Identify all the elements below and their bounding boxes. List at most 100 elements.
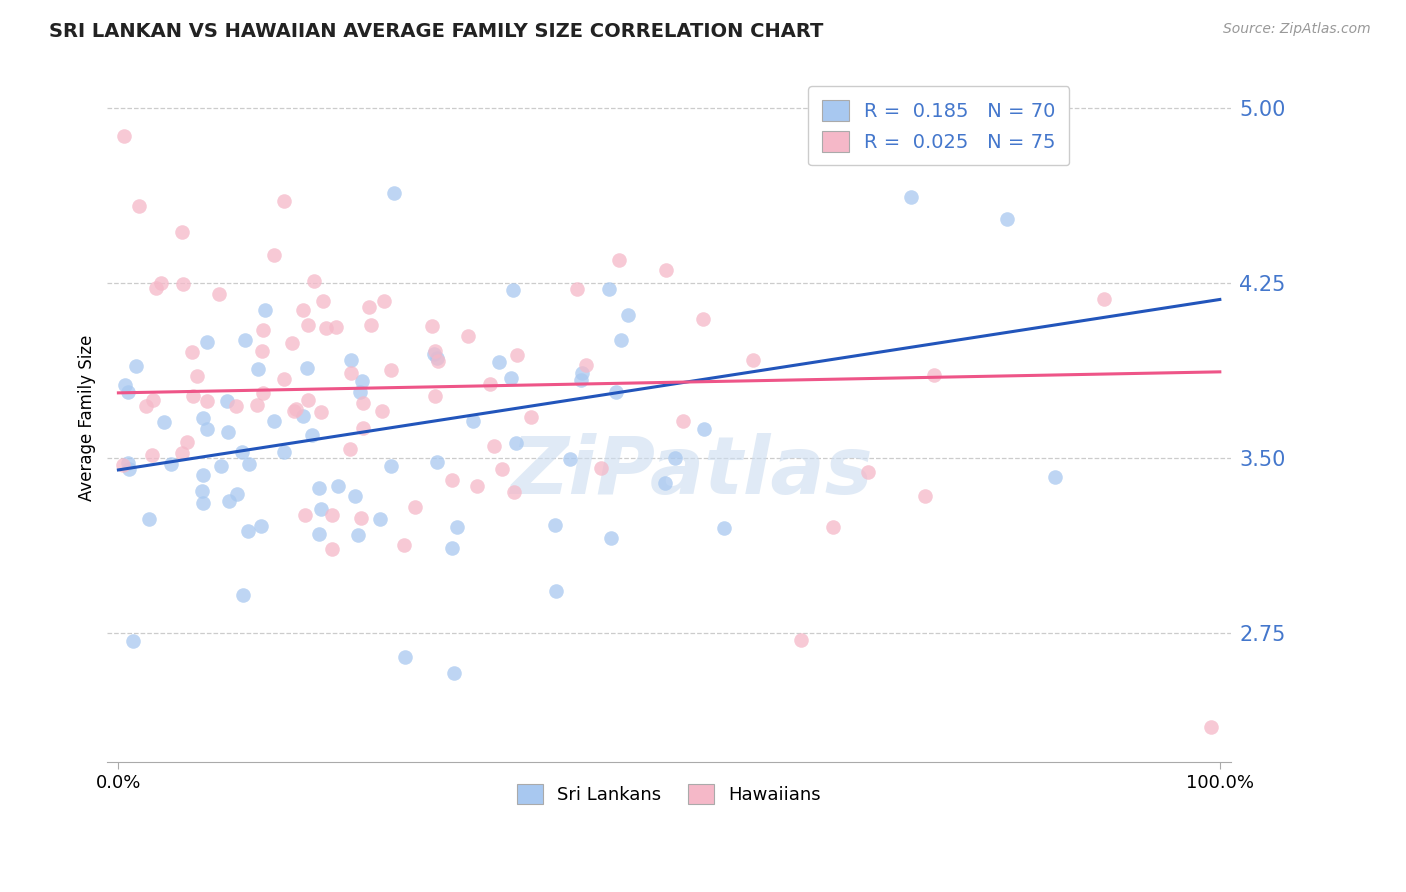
Point [654,476,676,491]
Point [914,490,936,504]
Point [291,302,314,317]
Point [283,403,305,417]
Point [208,287,231,301]
Point [225,487,247,501]
Point [575,358,598,372]
Point [176,435,198,450]
Point [236,524,259,539]
Point [238,457,260,471]
Point [821,520,844,534]
Point [138,511,160,525]
Point [503,485,526,500]
Point [128,199,150,213]
Point [180,345,202,359]
Point [141,449,163,463]
Point [995,211,1018,226]
Point [339,367,361,381]
Point [301,428,323,442]
Point [655,262,678,277]
Point [479,377,502,392]
Point [420,318,443,333]
Point [394,649,416,664]
Point [302,274,325,288]
Point [285,402,308,417]
Point [502,283,524,297]
Point [672,414,695,428]
Point [440,541,463,555]
Point [924,368,946,382]
Point [465,479,488,493]
Point [426,455,449,469]
Point [186,369,208,384]
Point [501,371,523,385]
Text: ZiPatlas: ZiPatlas [510,434,873,511]
Point [371,404,394,418]
Point [423,343,446,358]
Point [124,359,146,373]
Point [426,351,449,366]
Point [281,336,304,351]
Point [292,409,315,424]
Point [858,465,880,479]
Point [544,583,567,598]
Point [117,456,139,470]
Point [142,392,165,407]
Point [558,452,581,467]
Legend: Sri Lankans, Hawaiians: Sri Lankans, Hawaiians [506,773,831,814]
Point [231,445,253,459]
Point [567,282,589,296]
Point [520,409,543,424]
Point [352,374,374,388]
Point [427,353,450,368]
Point [297,361,319,376]
Point [482,439,505,453]
Point [350,511,373,525]
Point [491,462,513,476]
Point [273,194,295,209]
Point [225,399,247,413]
Point [215,393,238,408]
Point [325,320,347,334]
Point [713,521,735,535]
Point [114,378,136,392]
Point [117,384,139,399]
Point [392,538,415,552]
Point [607,252,630,267]
Point [380,363,402,377]
Point [195,422,218,436]
Point [900,190,922,204]
Point [440,473,463,487]
Point [308,526,330,541]
Point [297,393,319,408]
Point [569,373,592,387]
Point [181,389,204,403]
Point [122,634,145,648]
Point [1199,720,1222,734]
Point [600,531,623,545]
Point [741,353,763,368]
Point [790,633,813,648]
Point [352,395,374,409]
Point [463,414,485,428]
Point [321,508,343,523]
Point [254,302,277,317]
Point [311,405,333,419]
Point [1043,470,1066,484]
Point [693,422,716,436]
Point [505,436,527,450]
Point [273,372,295,386]
Point [191,468,214,483]
Point [443,666,465,681]
Point [135,400,157,414]
Point [153,415,176,429]
Point [117,462,139,476]
Point [191,496,214,510]
Point [664,451,686,466]
Point [609,333,631,347]
Point [191,484,214,499]
Point [692,312,714,326]
Point [425,389,447,403]
Point [357,301,380,315]
Point [246,398,269,412]
Text: Source: ZipAtlas.com: Source: ZipAtlas.com [1223,22,1371,37]
